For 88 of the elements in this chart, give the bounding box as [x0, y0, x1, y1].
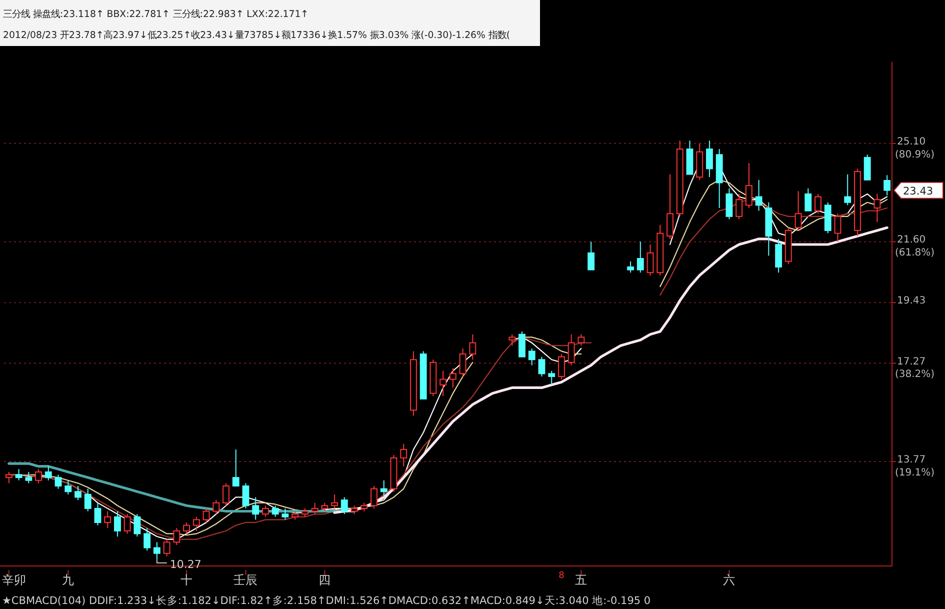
y-tick-label: 21.60 — [897, 234, 926, 246]
text: 8 — [558, 571, 565, 581]
text: 2012/08/23 开23.78↑高23.97↓低23.25↑收23.43↓量73785↓额17336↓换1.57% 振3.03% 涨(-0.30)-1.26% 指数( — [3, 30, 510, 41]
candlestick — [588, 241, 595, 270]
candlestick — [15, 468, 22, 481]
x-tick-label: 壬辰 — [234, 573, 258, 587]
candlestick — [874, 193, 881, 223]
candlestick — [380, 480, 388, 498]
y2-tick-label: (38.2%) — [895, 369, 935, 380]
candlestick — [864, 154, 871, 180]
candlestick — [331, 494, 338, 509]
candlestick — [508, 334, 516, 346]
x-tick-label: 四 — [318, 573, 331, 587]
candlestick — [134, 514, 141, 538]
candlestick — [726, 188, 733, 220]
candlestick — [449, 368, 456, 388]
candlestick — [74, 485, 82, 501]
candlestick — [844, 174, 852, 206]
candlestick — [114, 510, 121, 538]
candlestick — [54, 474, 62, 490]
candlestick — [262, 505, 269, 518]
y-tick-label: 25.10 — [897, 136, 926, 148]
candlestick — [232, 448, 240, 486]
candlestick — [755, 179, 762, 212]
candlestick — [202, 508, 210, 523]
candlestick — [94, 502, 102, 526]
x-tick-label: 辛卯 — [2, 573, 26, 587]
candlestick — [173, 528, 180, 546]
y-tick-label: 17.27 — [897, 356, 926, 368]
candlestick — [84, 488, 92, 512]
candlestick — [25, 471, 32, 484]
candlestick — [469, 334, 476, 360]
text: ★CBMACD(104) DDIF:1.233↓长多:1.182↓DIF:1.82↑多:2.158↑DMI:1.526↑DMACD:0.632↑MACD:0.849↓天:3.040 地:-0.195 0 — [2, 594, 651, 607]
candlestick — [627, 260, 634, 274]
candlestick — [538, 356, 546, 377]
x-tick-label: 九 — [62, 573, 74, 587]
candlestick — [745, 162, 752, 209]
candlestick — [548, 370, 556, 386]
text: 三分线 操盘线:23.118↑ BBX:22.781↑ 三分线:22.983↑ LXX:22.171↑ — [3, 9, 309, 20]
x-tick-label: 六 — [723, 573, 736, 587]
candlestick — [163, 538, 170, 557]
candlestick — [666, 174, 674, 240]
line-series — [333, 226, 888, 514]
candlestick — [794, 190, 802, 231]
candlestick — [736, 193, 743, 220]
candlestick — [568, 334, 575, 366]
candlestick — [35, 468, 42, 484]
candlestick — [400, 443, 408, 467]
candlestick — [212, 500, 220, 515]
candlestick — [884, 174, 891, 196]
text: 23.43 — [903, 185, 934, 198]
candlestick — [558, 354, 565, 380]
candlestick — [340, 496, 348, 515]
y-tick-label: 19.43 — [897, 296, 926, 307]
candlestick — [144, 528, 151, 552]
candlestick — [804, 188, 812, 212]
candlestick — [518, 331, 526, 358]
candlestick — [222, 482, 230, 506]
y2-tick-label: (61.8%) — [895, 248, 935, 259]
candlestick — [124, 514, 131, 534]
candlestick — [104, 510, 112, 529]
candlestick — [646, 244, 654, 276]
candlestick — [153, 542, 160, 560]
y-tick-label: 13.77 — [897, 454, 926, 466]
candlestick — [578, 334, 585, 346]
candlestick — [242, 482, 250, 509]
candlestick — [252, 496, 260, 520]
candlestick — [440, 370, 447, 397]
candlestick — [528, 348, 536, 366]
candlestick — [282, 508, 289, 520]
candlestick — [706, 140, 713, 178]
candlestick — [311, 502, 318, 515]
candlestick — [370, 485, 378, 509]
y2-tick-label: (80.9%) — [895, 149, 935, 160]
candlestick — [775, 238, 782, 274]
candlestick — [192, 516, 200, 532]
candlestick — [459, 348, 466, 377]
candlestick — [834, 213, 842, 242]
candlestick — [814, 193, 822, 214]
y2-tick-label: (19.1%) — [895, 467, 935, 478]
x-tick-label: 五 — [575, 573, 588, 587]
candlestick — [64, 480, 72, 495]
x-tick-label: 十 — [180, 573, 193, 587]
candlestick — [183, 522, 190, 534]
candlestick — [5, 471, 12, 484]
candlestick — [272, 505, 279, 518]
candlestick — [44, 466, 52, 481]
candlestick — [636, 241, 644, 274]
